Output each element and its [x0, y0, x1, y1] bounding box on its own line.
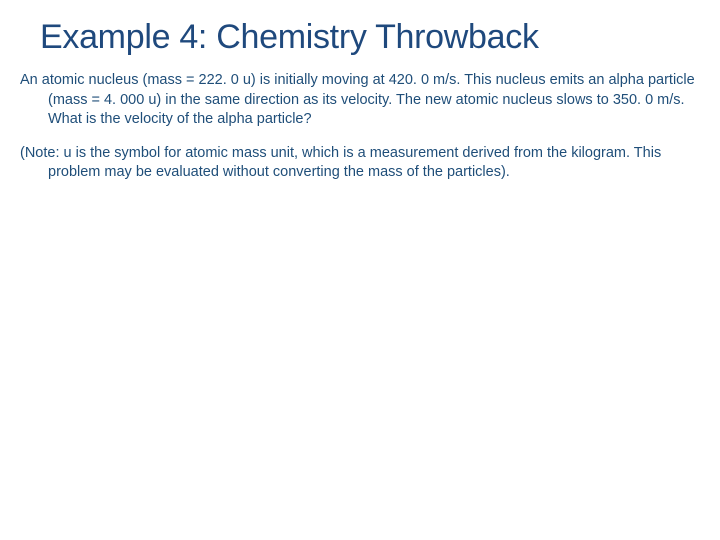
problem-statement: An atomic nucleus (mass = 222. 0 u) is i… — [20, 71, 700, 130]
problem-text: An atomic nucleus (mass = 222. 0 u) is i… — [20, 71, 696, 130]
note-statement: (Note: u is the symbol for atomic mass u… — [20, 144, 700, 183]
slide-title: Example 4: Chemistry Throwback — [20, 18, 700, 57]
note-text: (Note: u is the symbol for atomic mass u… — [20, 144, 696, 183]
